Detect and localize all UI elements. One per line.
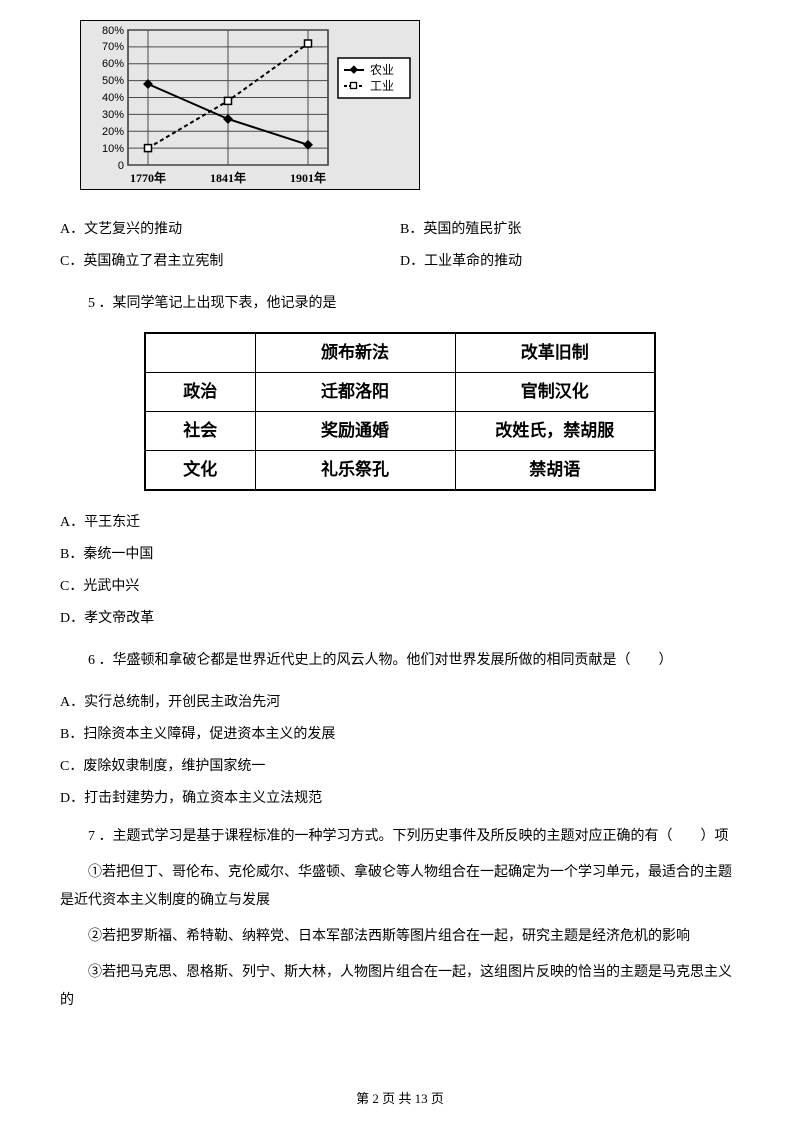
rt-r2c1: 礼乐祭孔: [255, 451, 455, 491]
svg-text:30%: 30%: [102, 109, 124, 121]
svg-text:0: 0: [118, 160, 124, 172]
chart-svg: 0 10% 20% 30% 40% 50% 60% 70% 80% 1770年 …: [80, 20, 420, 190]
page-footer: 第 2 页 共 13 页: [0, 1086, 800, 1112]
q7-item-1: ①若把但丁、哥伦布、克伦威尔、华盛顿、拿破仑等人物组合在一起确定为一个学习单元，…: [60, 859, 740, 915]
svg-text:50%: 50%: [102, 75, 124, 87]
q5-stem: 5 ．某同学笔记上出现下表，他记录的是: [60, 290, 740, 318]
industry-agriculture-chart: 0 10% 20% 30% 40% 50% 60% 70% 80% 1770年 …: [80, 20, 740, 201]
q6-option-c: C．废除奴隶制度，维护国家统一: [60, 753, 740, 781]
x-label-0: 1770年: [130, 170, 166, 185]
svg-text:40%: 40%: [102, 92, 124, 104]
svg-text:80%: 80%: [102, 25, 124, 37]
rt-r2c2: 禁胡语: [455, 451, 655, 491]
rt-h0: [145, 333, 255, 373]
legend-label-1: 工业: [370, 79, 394, 93]
x-label-2: 1901年: [290, 170, 326, 185]
q6-option-b: B．扫除资本主义障碍，促进资本主义的发展: [60, 721, 740, 749]
q6-stem: 6 ．华盛顿和拿破仑都是世界近代史上的风云人物。他们对世界发展所做的相同贡献是（…: [60, 647, 740, 675]
q4-option-d: D．工业革命的推动: [400, 248, 740, 276]
q4-option-b: B．英国的殖民扩张: [400, 216, 740, 244]
rt-r1c2: 改姓氏，禁胡服: [455, 412, 655, 451]
q5-option-b: B．秦统一中国: [60, 541, 740, 569]
reform-table: 颁布新法 改革旧制 政治 迁都洛阳 官制汉化 社会 奖励通婚 改姓氏，禁胡服 文…: [144, 332, 656, 491]
q4-options-row2: C．英国确立了君主立宪制 D．工业革命的推动: [60, 248, 740, 276]
q5-option-c: C．光武中兴: [60, 573, 740, 601]
q4-options-row1: A．文艺复兴的推动 B．英国的殖民扩张: [60, 216, 740, 244]
svg-text:20%: 20%: [102, 126, 124, 138]
rt-h2: 改革旧制: [455, 333, 655, 373]
q7-item-2: ②若把罗斯福、希特勒、纳粹党、日本军部法西斯等图片组合在一起，研究主题是经济危机…: [60, 923, 740, 951]
rt-r2c0: 文化: [145, 451, 255, 491]
q6-option-a: A．实行总统制，开创民主政治先河: [60, 689, 740, 717]
q5-option-d: D．孝文帝改革: [60, 605, 740, 633]
rt-h1: 颁布新法: [255, 333, 455, 373]
q5-option-a: A．平王东迁: [60, 509, 740, 537]
rt-r0c2: 官制汉化: [455, 373, 655, 412]
q7-stem: 7 ．主题式学习是基于课程标准的一种学习方式。下列历史事件及所反映的主题对应正确…: [60, 823, 740, 851]
rt-r0c0: 政治: [145, 373, 255, 412]
x-label-1: 1841年: [210, 170, 246, 185]
rt-r1c0: 社会: [145, 412, 255, 451]
legend-label-0: 农业: [370, 63, 394, 77]
q7-item-3: ③若把马克思、恩格斯、列宁、斯大林，人物图片组合在一起，这组图片反映的恰当的主题…: [60, 959, 740, 1015]
rt-r1c1: 奖励通婚: [255, 412, 455, 451]
svg-text:70%: 70%: [102, 41, 124, 53]
q6-option-d: D．打击封建势力，确立资本主义立法规范: [60, 785, 740, 813]
q4-option-a: A．文艺复兴的推动: [60, 216, 400, 244]
svg-text:10%: 10%: [102, 143, 124, 155]
svg-text:60%: 60%: [102, 58, 124, 70]
q4-option-c: C．英国确立了君主立宪制: [60, 248, 400, 276]
rt-r0c1: 迁都洛阳: [255, 373, 455, 412]
